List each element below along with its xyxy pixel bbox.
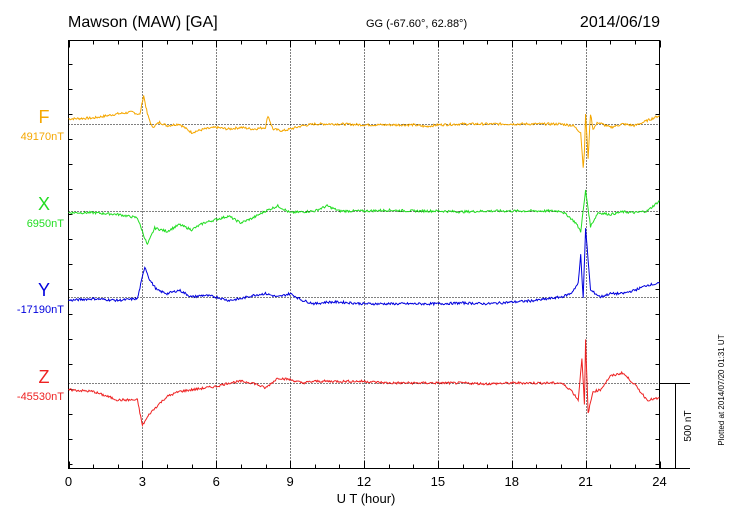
coords-label: GG (-67.60°, 62.88°) — [366, 18, 467, 30]
baseline-label-y: -17190nT — [17, 304, 64, 316]
x-tick-label: 21 — [578, 474, 592, 489]
baseline-label-x: 6950nT — [27, 218, 65, 230]
x-tick-label: 6 — [213, 474, 220, 489]
x-axis-title: U T (hour) — [337, 491, 396, 506]
x-tick-label: 18 — [505, 474, 519, 489]
scale-bar: 500 nT — [659, 383, 694, 469]
series-label-x: X — [38, 194, 50, 214]
date-label: 2014/06/19 — [580, 14, 660, 31]
baseline-label-z: -45530nT — [17, 391, 64, 403]
series-line-x — [68, 189, 660, 246]
series-line-z — [68, 339, 660, 428]
tick-layer: 0 3 6 9 12 15 18 21 24 — [65, 40, 667, 489]
station-title: Mawson (MAW) [GA] — [68, 14, 218, 31]
x-tick-label: 24 — [652, 474, 666, 489]
series-line-y — [68, 228, 660, 307]
series-label-y: Y — [38, 280, 50, 300]
x-tick-label: 0 — [65, 474, 72, 489]
series-layer — [68, 95, 660, 428]
x-tick-label: 9 — [287, 474, 294, 489]
series-label-f: F — [39, 107, 50, 127]
series-label-z: Z — [39, 367, 50, 387]
x-tick-label: 15 — [431, 474, 445, 489]
plotted-note: Plotted at 2014/07/20 01:31 UT — [717, 334, 726, 445]
scale-bar-label: 500 nT — [683, 410, 694, 441]
grid-layer — [68, 40, 660, 469]
series-line-f — [68, 95, 660, 168]
baseline-label-f: 49170nT — [21, 131, 65, 143]
label-layer: F 49170nT X 6950nT Y -17190nT Z -45530nT — [17, 107, 64, 403]
x-tick-label: 12 — [357, 474, 371, 489]
x-tick-label: 3 — [139, 474, 146, 489]
